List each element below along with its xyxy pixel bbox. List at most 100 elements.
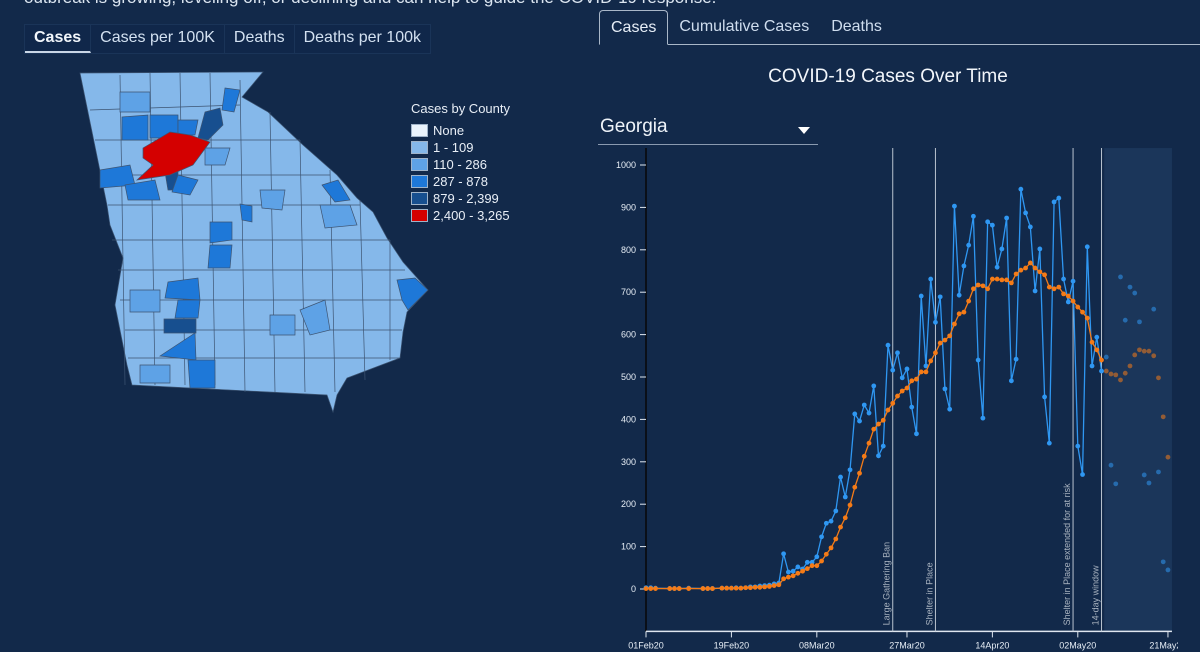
county-287-878[interactable] <box>174 299 201 319</box>
intro-text: outbreak is growing, leveling off, or de… <box>24 0 716 8</box>
county-110-286[interactable] <box>129 289 161 313</box>
county-879-2399[interactable] <box>163 318 197 334</box>
county-287-878[interactable] <box>121 114 149 141</box>
average-cases-point <box>1046 284 1052 290</box>
county-110-286[interactable] <box>269 314 296 336</box>
daily-cases-point <box>1004 215 1010 221</box>
georgia-county-map[interactable] <box>70 65 440 420</box>
county-287-878[interactable] <box>158 332 197 361</box>
average-cases-point <box>719 585 725 591</box>
county-879-2399[interactable] <box>197 107 224 141</box>
average-cases-point <box>833 536 839 542</box>
daily-cases-point <box>914 431 919 437</box>
tab-cases-per-100k[interactable]: Cases per 100K <box>91 25 225 53</box>
tab-deaths[interactable]: Deaths <box>225 25 295 53</box>
tab-chart-deaths[interactable]: Deaths <box>831 18 882 35</box>
county-287-878[interactable] <box>177 119 199 136</box>
daily-cases-point <box>895 350 900 356</box>
daily-cases-point <box>861 402 867 408</box>
average-cases-point <box>1137 347 1142 353</box>
legend-swatch <box>411 192 428 205</box>
average-cases-point <box>857 470 862 476</box>
average-cases-point <box>871 426 877 432</box>
average-cases-point <box>838 524 843 530</box>
daily-cases-point <box>804 559 810 565</box>
average-cases-point <box>800 568 805 574</box>
y-tick-label: 900 <box>621 202 636 212</box>
county-110-286[interactable] <box>299 299 331 336</box>
average-cases-point <box>1122 370 1128 376</box>
chevron-down-icon[interactable] <box>798 127 810 134</box>
county-287-878[interactable] <box>396 277 429 311</box>
daily-cases-point <box>823 520 829 526</box>
tab-cases[interactable]: Cases <box>25 25 92 53</box>
county-287-878[interactable] <box>239 203 253 223</box>
tab-cumulative-cases[interactable]: Cumulative Cases <box>679 18 810 35</box>
average-cases-point <box>890 400 896 406</box>
daily-cases-point <box>1075 443 1081 449</box>
tab-chart-cases[interactable]: Cases <box>599 10 669 45</box>
county-287-878[interactable] <box>321 179 351 203</box>
county-287-878[interactable] <box>187 359 216 389</box>
legend-label: None <box>433 123 465 138</box>
daily-cases-point <box>961 263 967 269</box>
legend-label: 110 - 286 <box>433 157 487 172</box>
county-110-286[interactable] <box>119 91 151 113</box>
daily-cases-point <box>971 213 976 219</box>
average-cases-point <box>866 440 872 446</box>
daily-cases-point <box>1132 290 1138 296</box>
y-tick-label: 100 <box>621 542 636 552</box>
average-cases-point <box>1018 267 1024 273</box>
daily-cases-point <box>899 375 905 381</box>
daily-cases-point <box>1046 440 1052 446</box>
county-287-878[interactable] <box>207 244 233 269</box>
daily-cases-point <box>947 406 953 412</box>
average-cases-point <box>776 582 782 588</box>
legend-label: 879 - 2,399 <box>433 191 499 206</box>
region-select[interactable]: Georgia <box>598 114 818 145</box>
average-cases-point <box>895 393 900 399</box>
daily-cases-point <box>871 383 877 389</box>
average-cases-point <box>733 585 739 591</box>
average-cases-point <box>1008 280 1014 286</box>
daily-cases-point <box>975 357 981 363</box>
county-110-286[interactable] <box>204 147 231 166</box>
average-cases-point <box>947 333 953 339</box>
daily-cases-point <box>857 418 862 424</box>
average-cases-point <box>1118 377 1123 383</box>
tab-deaths-per-100k[interactable]: Deaths per 100k <box>303 29 421 46</box>
daily-cases-line <box>646 189 1103 590</box>
daily-cases-point <box>1037 246 1043 252</box>
daily-cases-point <box>1127 284 1133 290</box>
average-cases-point <box>1065 293 1071 299</box>
county-110-286[interactable] <box>259 189 286 211</box>
average-cases-point <box>795 570 801 576</box>
county-287-878[interactable] <box>221 87 241 113</box>
average-cases-point <box>971 286 976 292</box>
average-cases-point <box>790 573 796 579</box>
average-cases-point <box>710 586 715 591</box>
average-cases-point <box>1151 353 1157 359</box>
average-cases-point <box>1103 368 1109 374</box>
average-cases-point <box>1061 291 1066 297</box>
y-tick-label: 200 <box>621 499 636 509</box>
average-cases-point <box>785 574 791 580</box>
county-2400-3265[interactable] <box>135 131 211 181</box>
county-110-286[interactable] <box>139 364 171 384</box>
county-287-878[interactable] <box>124 179 161 201</box>
legend-swatch <box>411 141 428 154</box>
average-cases-point <box>729 585 734 591</box>
average-cases-point <box>885 407 891 413</box>
average-cases-point <box>705 586 711 591</box>
legend-swatch <box>411 175 428 188</box>
average-cases-point <box>1165 454 1171 460</box>
x-tick-label: 21May20 <box>1149 640 1178 650</box>
chart-title: COVID-19 Cases Over Time <box>768 66 1008 87</box>
average-cases-point <box>1089 339 1095 345</box>
county-287-878[interactable] <box>171 174 199 196</box>
daily-cases-point <box>942 386 948 392</box>
county-110-286[interactable] <box>319 204 358 229</box>
annotation-label: Large Gathering Ban <box>882 542 892 626</box>
county-287-878[interactable] <box>209 221 233 244</box>
average-cases-point <box>1023 265 1028 271</box>
